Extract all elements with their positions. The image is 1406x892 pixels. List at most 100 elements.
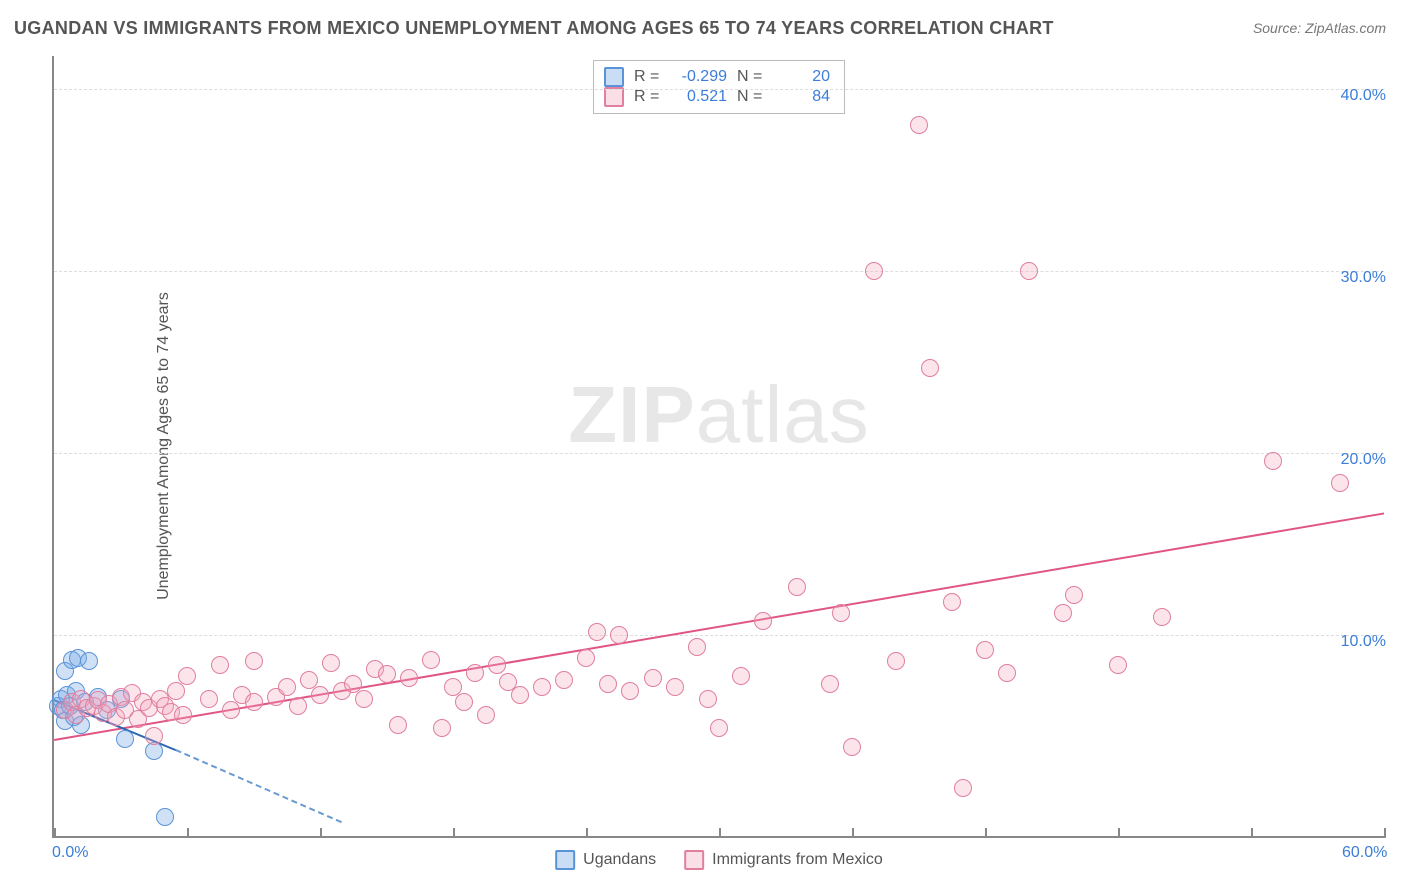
correlation-legend: R = -0.299 N = 20 R = 0.521 N = 84 (593, 60, 845, 114)
legend-row: R = -0.299 N = 20 (604, 67, 830, 87)
data-point (116, 730, 134, 748)
data-point (832, 604, 850, 622)
data-point (1065, 586, 1083, 604)
x-tick (1384, 828, 1386, 838)
trend-line (175, 749, 342, 823)
data-point (666, 678, 684, 696)
r-value: -0.299 (672, 68, 727, 86)
x-tick-label: 0.0% (52, 844, 88, 862)
data-point (433, 719, 451, 737)
data-point (167, 682, 185, 700)
data-point (910, 116, 928, 134)
data-point (710, 719, 728, 737)
data-point (732, 667, 750, 685)
swatch-ugandans-icon (604, 67, 624, 87)
watermark-bold: ZIP (568, 370, 695, 459)
data-point (699, 690, 717, 708)
series-legend: Ugandans Immigrants from Mexico (555, 850, 883, 870)
data-point (466, 664, 484, 682)
x-tick-label: 60.0% (1342, 844, 1387, 862)
data-point (311, 686, 329, 704)
data-point (843, 738, 861, 756)
data-point (477, 706, 495, 724)
swatch-mexico-icon (684, 850, 704, 870)
n-value: 84 (775, 88, 830, 106)
data-point (1054, 604, 1072, 622)
x-tick (852, 828, 854, 838)
data-point (156, 808, 174, 826)
data-point (1264, 452, 1282, 470)
data-point (1153, 608, 1171, 626)
swatch-ugandans-icon (555, 850, 575, 870)
watermark-rest: atlas (696, 370, 870, 459)
data-point (754, 612, 772, 630)
watermark: ZIPatlas (568, 369, 869, 461)
y-tick-label: 40.0% (1341, 87, 1386, 105)
n-label: N = (737, 68, 765, 86)
data-point (954, 779, 972, 797)
data-point (788, 578, 806, 596)
data-point (389, 716, 407, 734)
data-point (511, 686, 529, 704)
chart-title: UGANDAN VS IMMIGRANTS FROM MEXICO UNEMPL… (14, 18, 1054, 39)
x-tick (54, 828, 56, 838)
data-point (533, 678, 551, 696)
r-label: R = (634, 88, 662, 106)
data-point (1020, 262, 1038, 280)
data-point (644, 669, 662, 687)
legend-item: Ugandans (555, 850, 656, 870)
data-point (588, 623, 606, 641)
r-value: 0.521 (672, 88, 727, 106)
data-point (80, 652, 98, 670)
n-value: 20 (775, 68, 830, 86)
data-point (865, 262, 883, 280)
x-tick (320, 828, 322, 838)
x-tick (453, 828, 455, 838)
data-point (200, 690, 218, 708)
data-point (488, 656, 506, 674)
data-point (322, 654, 340, 672)
data-point (174, 706, 192, 724)
data-point (278, 678, 296, 696)
data-point (211, 656, 229, 674)
x-tick (985, 828, 987, 838)
legend-label: Ugandans (583, 851, 656, 869)
data-point (921, 359, 939, 377)
data-point (688, 638, 706, 656)
y-tick-label: 30.0% (1341, 269, 1386, 287)
x-tick (1251, 828, 1253, 838)
x-tick (586, 828, 588, 838)
data-point (1331, 474, 1349, 492)
data-point (289, 697, 307, 715)
data-point (178, 667, 196, 685)
n-label: N = (737, 88, 765, 106)
data-point (976, 641, 994, 659)
data-point (577, 649, 595, 667)
data-point (222, 701, 240, 719)
gridline (54, 271, 1384, 272)
r-label: R = (634, 68, 662, 86)
x-tick (719, 828, 721, 838)
data-point (998, 664, 1016, 682)
data-point (1109, 656, 1127, 674)
x-tick (187, 828, 189, 838)
source-label: Source: ZipAtlas.com (1253, 20, 1386, 36)
data-point (145, 727, 163, 745)
legend-item: Immigrants from Mexico (684, 850, 883, 870)
data-point (555, 671, 573, 689)
data-point (245, 652, 263, 670)
legend-label: Immigrants from Mexico (712, 851, 883, 869)
data-point (355, 690, 373, 708)
data-point (943, 593, 961, 611)
gridline (54, 453, 1384, 454)
data-point (422, 651, 440, 669)
scatter-plot: ZIPatlas R = -0.299 N = 20 R = 0.521 N =… (52, 56, 1384, 838)
data-point (245, 693, 263, 711)
data-point (378, 665, 396, 683)
data-point (599, 675, 617, 693)
data-point (621, 682, 639, 700)
y-tick-label: 10.0% (1341, 633, 1386, 651)
data-point (400, 669, 418, 687)
data-point (821, 675, 839, 693)
gridline (54, 635, 1384, 636)
